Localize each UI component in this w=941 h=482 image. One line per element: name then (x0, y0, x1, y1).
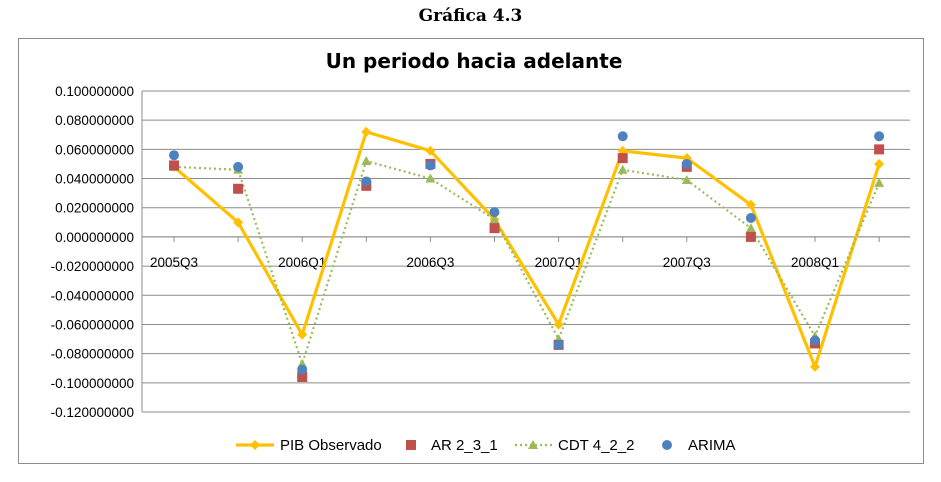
y-axis: 0.100000000 0.080000000 0.060000000 0.04000… (51, 84, 134, 420)
point-arima (874, 131, 885, 142)
point-cdt-4-2-2 (681, 175, 692, 185)
series-line-pib-observado (172, 130, 881, 369)
legend-marker-pib-observado (250, 440, 260, 450)
x-tick-label: 2005Q3 (150, 255, 198, 270)
point-pib-observado (297, 329, 308, 340)
point-cdt-4-2-2 (745, 223, 756, 233)
y-tick-label: -0.060000000 (51, 317, 134, 332)
point-pib-observado (874, 158, 885, 169)
point-pib-observado (425, 145, 436, 156)
y-tick-label: 0.000000000 (55, 230, 134, 245)
point-pib-observado (745, 199, 756, 210)
chart-title: Un periodo hacia adelante (326, 49, 623, 73)
chart-frame (18, 38, 924, 464)
point-arima (425, 160, 436, 171)
point-ar-2-3-1 (874, 144, 885, 155)
point-ar-2-3-1 (297, 371, 308, 382)
point-ar-2-3-1 (617, 153, 628, 164)
x-tick-label: 2006Q1 (278, 255, 326, 270)
y-tick-label: 0.100000000 (55, 84, 134, 99)
y-tick-label: 0.040000000 (55, 172, 134, 187)
point-ar-2-3-1 (233, 183, 244, 194)
point-pib-observado (553, 319, 564, 330)
series-line-cdt-4-2-2 (173, 159, 881, 368)
point-cdt-4-2-2 (361, 156, 372, 166)
plot-area (169, 126, 885, 382)
gridlines (141, 90, 910, 413)
point-cdt-4-2-2 (874, 177, 885, 187)
y-tick-label: -0.020000000 (51, 259, 134, 274)
point-arima (681, 158, 692, 169)
point-cdt-4-2-2 (617, 164, 628, 174)
point-arima (361, 176, 372, 187)
x-tick-label: 2007Q3 (663, 255, 711, 270)
legend-label-pib-observado: PIB Observado (280, 437, 382, 454)
point-ar-2-3-1 (745, 231, 756, 242)
x-axis: 2005Q3 2006Q1 2006Q3 2007Q1 2007Q3 2008Q1 (142, 236, 910, 270)
y-tick-label: -0.080000000 (51, 347, 134, 362)
legend-label-ar-2-3-1: AR 2_3_1 (431, 437, 498, 454)
y-tick-label: 0.060000000 (55, 142, 134, 157)
legend-marker-cdt-4-2-2 (528, 440, 538, 449)
y-tick-label: -0.100000000 (51, 376, 134, 391)
legend-marker-arima (662, 440, 672, 450)
point-arima (745, 212, 756, 223)
point-cdt-4-2-2 (489, 214, 500, 224)
y-tick-label: -0.120000000 (51, 405, 134, 420)
point-pib-observado (233, 217, 244, 228)
x-tick-label: 2008Q1 (791, 255, 839, 270)
y-tick-label: -0.040000000 (51, 288, 134, 303)
point-arima (233, 161, 244, 172)
point-arima (169, 150, 179, 161)
point-arima (297, 364, 308, 375)
point-ar-2-3-1 (489, 223, 500, 234)
point-arima (810, 335, 820, 346)
y-tick-label: 0.020000000 (55, 201, 134, 216)
y-tick-label: 0.080000000 (55, 113, 134, 128)
legend-label-cdt-4-2-2: CDT 4_2_2 (558, 437, 634, 454)
legend-label-arima: ARIMA (688, 437, 736, 454)
x-tick-label: 2006Q3 (406, 255, 454, 270)
point-cdt-4-2-2 (425, 173, 436, 183)
point-ar-2-3-1 (169, 160, 179, 171)
x-tick-label: 2007Q1 (535, 255, 583, 270)
point-pib-observado (361, 126, 372, 137)
legend: PIB Observado AR 2_3_1 CDT 4_2_2 ARIMA (236, 437, 736, 454)
point-arima (489, 207, 500, 218)
legend-marker-ar-2-3-1 (406, 440, 416, 450)
point-arima (553, 339, 564, 350)
point-arima (617, 131, 628, 142)
point-pib-observado (810, 361, 820, 372)
figure-caption: Gráfica 4.3 (418, 6, 523, 26)
